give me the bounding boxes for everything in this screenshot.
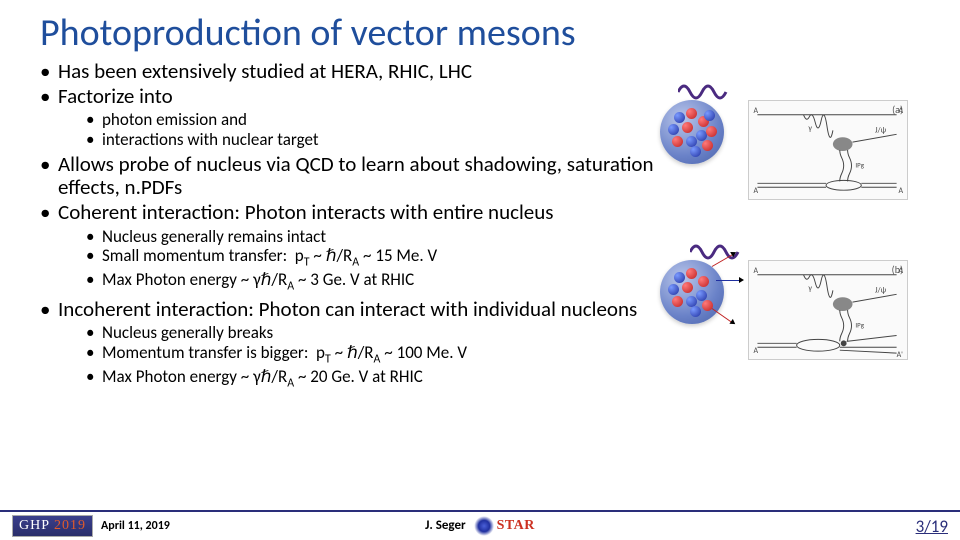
nucleus-coherent bbox=[660, 100, 740, 164]
collab-name: STAR bbox=[497, 518, 535, 534]
nucleus-icon bbox=[660, 260, 724, 324]
sub-bullet-list: Nucleus generally breaks Momentum transf… bbox=[58, 323, 660, 391]
sub-bullet-item: Momentum transfer is bigger: pT ~ ℏ/RA ~… bbox=[86, 343, 660, 367]
svg-text:A: A bbox=[754, 107, 759, 116]
feynman-diagram-icon: γ J/ψ IPg A A A bbox=[749, 101, 907, 199]
bullet-item: Factorize into photon emission and inter… bbox=[40, 85, 660, 149]
figure-column: (a) γ J/ψ IPg bbox=[660, 60, 920, 395]
photon-wave-icon bbox=[678, 82, 728, 102]
sub-bullet-list: Nucleus generally remains intact Small m… bbox=[58, 227, 660, 295]
feynman-diagram-icon: γ J/ψ IPg A bbox=[749, 261, 907, 359]
bullet-text: Factorize into bbox=[58, 83, 173, 109]
nucleus-incoherent bbox=[660, 260, 740, 324]
incoherent-figure: (b) γ J/ψ IPg bbox=[660, 260, 920, 360]
star-burst-icon bbox=[475, 516, 495, 536]
sub-bullet-item: Nucleus generally remains intact bbox=[86, 227, 660, 247]
bullet-text: Incoherent interaction: Photon can inter… bbox=[58, 296, 637, 322]
sub-bullet-item: Max Photon energy ~ γℏ/RA ~ 3 Ge. V at R… bbox=[86, 270, 660, 294]
author-name: J. Seger bbox=[425, 518, 466, 533]
page-number: 3/19 bbox=[916, 516, 948, 537]
sub-bullet-item: Max Photon energy ~ γℏ/RA ~ 20 Ge. V at … bbox=[86, 367, 660, 391]
text-column: Has been extensively studied at HERA, RH… bbox=[40, 60, 660, 395]
slide-title: Photoproduction of vector mesons bbox=[40, 10, 920, 56]
footer-author: J. Seger STAR bbox=[425, 516, 535, 536]
panel-label: (a) bbox=[892, 103, 903, 116]
conf-year-text: 2019 bbox=[54, 518, 86, 533]
footer-date: April 11, 2019 bbox=[101, 519, 170, 533]
feynman-incoherent: (b) γ J/ψ IPg bbox=[748, 260, 908, 360]
bullet-item: Coherent interaction: Photon interacts w… bbox=[40, 201, 660, 294]
bullet-item: Incoherent interaction: Photon can inter… bbox=[40, 298, 660, 391]
svg-text:J/ψ: J/ψ bbox=[875, 286, 887, 295]
star-logo: STAR bbox=[475, 516, 535, 536]
feynman-coherent: (a) γ J/ψ IPg bbox=[748, 100, 908, 200]
footer: GHP 2019 April 11, 2019 J. Seger STAR 3/… bbox=[0, 510, 960, 540]
conference-name: GHP 2019 bbox=[19, 518, 86, 533]
sub-bullet-item: interactions with nuclear target bbox=[86, 130, 660, 150]
svg-text:A: A bbox=[754, 187, 759, 196]
bullet-list: Has been extensively studied at HERA, RH… bbox=[40, 60, 660, 391]
svg-text:A: A bbox=[754, 267, 759, 276]
conf-name-text: GHP bbox=[19, 518, 50, 533]
nucleus-icon bbox=[660, 100, 724, 164]
svg-text:γ: γ bbox=[807, 284, 812, 293]
bullet-item: Has been extensively studied at HERA, RH… bbox=[40, 60, 660, 83]
svg-text:A: A bbox=[899, 187, 904, 196]
svg-text:A': A' bbox=[897, 351, 904, 359]
coherent-figure: (a) γ J/ψ IPg bbox=[660, 100, 920, 200]
bullet-text: Coherent interaction: Photon interacts w… bbox=[58, 199, 554, 225]
panel-label: (b) bbox=[892, 263, 903, 276]
slide-content: Has been extensively studied at HERA, RH… bbox=[40, 60, 920, 395]
svg-text:J/ψ: J/ψ bbox=[875, 126, 887, 135]
sub-bullet-item: Small momentum transfer: pT ~ ℏ/RA ~ 15 … bbox=[86, 246, 660, 270]
sub-bullet-item: photon emission and bbox=[86, 110, 660, 130]
sub-bullet-item: Nucleus generally breaks bbox=[86, 323, 660, 343]
conference-badge: GHP 2019 bbox=[12, 515, 93, 537]
svg-text:A: A bbox=[754, 347, 759, 356]
sub-bullet-list: photon emission and interactions with nu… bbox=[58, 110, 660, 149]
svg-text:IPg: IPg bbox=[855, 321, 864, 330]
slide: Photoproduction of vector mesons Has bee… bbox=[0, 0, 960, 540]
bullet-item: Allows probe of nucleus via QCD to learn… bbox=[40, 153, 660, 199]
svg-text:γ: γ bbox=[807, 124, 812, 133]
svg-text:IPg: IPg bbox=[855, 161, 864, 170]
